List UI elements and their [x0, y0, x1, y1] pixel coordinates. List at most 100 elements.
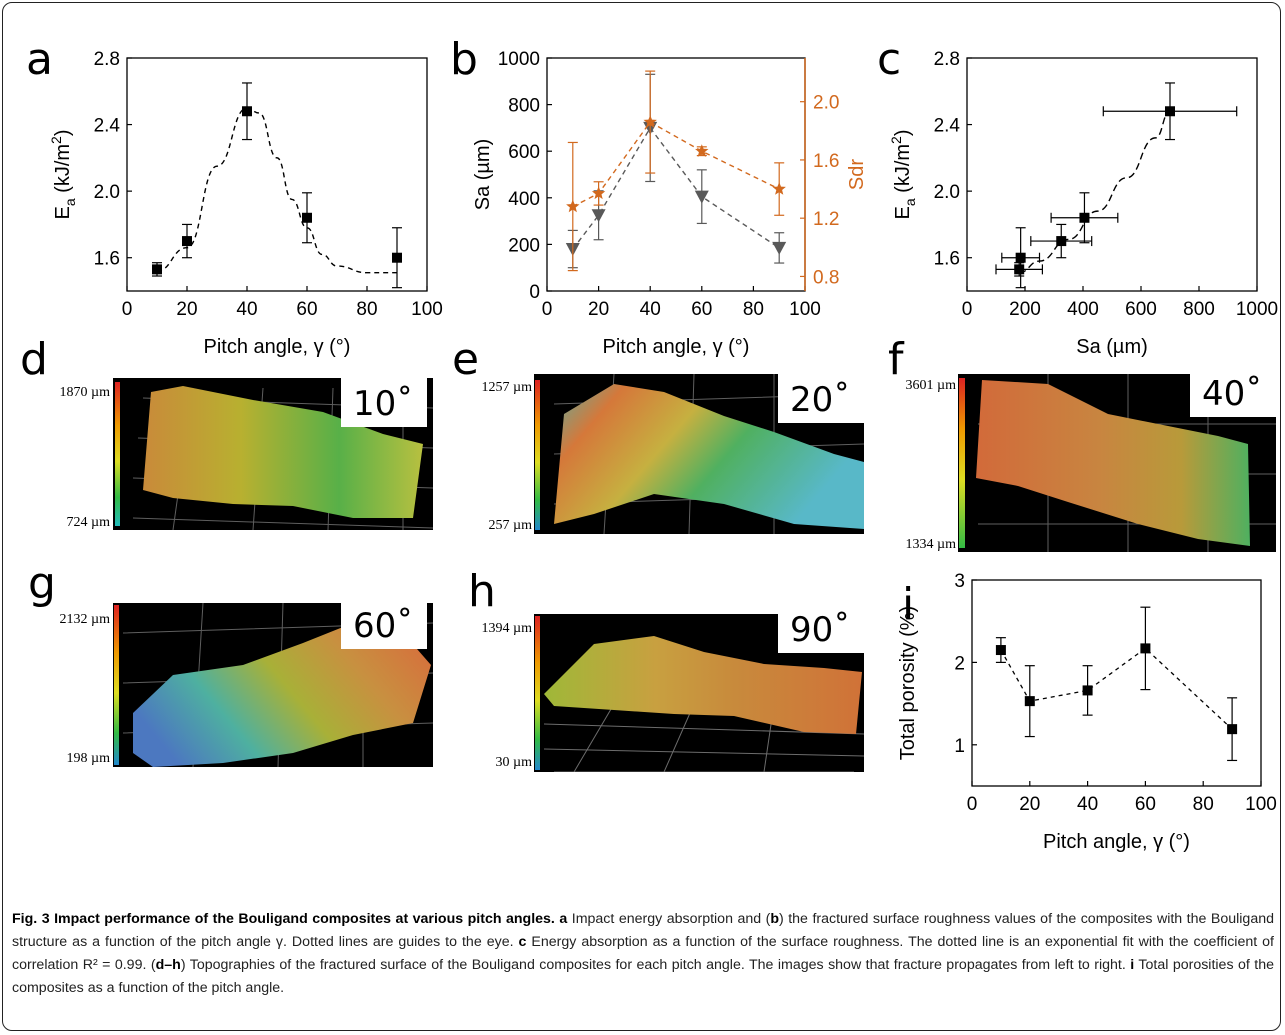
series-line-sa	[572, 126, 780, 250]
caption-panel-ref: i	[1130, 957, 1135, 973]
y-tick-label: 2.8	[94, 49, 120, 70]
caption-body: a Impact energy absorption and (b) the f…	[12, 911, 1274, 996]
y-axis-label: Ea (kJ/m2)	[48, 129, 78, 219]
panel-letter-b: b	[450, 34, 478, 85]
caption-panel-ref: d–h	[155, 957, 181, 973]
y-tick-label: 2	[954, 653, 965, 674]
fit-line	[1019, 110, 1171, 274]
x-tick-label: 40	[1077, 794, 1098, 815]
data-point	[302, 212, 312, 223]
plot-frame	[126, 57, 428, 292]
data-point	[1227, 724, 1238, 735]
x-tick-label: 60	[296, 299, 317, 320]
scale-top-label: 3601 µm	[905, 378, 956, 393]
caption-panel-ref: c	[518, 934, 527, 950]
panel-letter-c: c	[877, 34, 902, 85]
right-tick-label: 1.6	[813, 151, 839, 172]
data-point	[1056, 236, 1067, 247]
x-tick-label: 800	[1183, 299, 1215, 320]
y-label-unit: (kJ/m	[52, 144, 74, 198]
plot-frame	[971, 579, 1262, 787]
y-tick-label: 200	[508, 235, 540, 256]
scale-top-label: 1870 µm	[59, 385, 110, 400]
caption-text: ) the fractured surface roughness values…	[12, 911, 1274, 950]
pitch-angle-label: 90˚	[778, 604, 865, 653]
chart-porosity-vs-pitch: 0 20 40 60 80 100 1 2 3 Pitch angle, γ (°) Total p…	[897, 571, 1277, 853]
surface-render	[535, 374, 864, 534]
x-tick-label: 80	[356, 299, 377, 320]
pitch-angle-label: 40˚	[1190, 368, 1277, 417]
surface-render	[535, 616, 864, 772]
pitch-angle-label: 60˚	[341, 600, 428, 649]
chart-energy-vs-pitch: 0 20 40 60 80 100 1.6 2.0 2.4 2.8 Pitch angle, γ (…	[48, 49, 443, 358]
data-point	[1082, 685, 1093, 696]
x-axis-label: Pitch angle, γ (°)	[204, 336, 351, 358]
x-tick-label: 0	[542, 299, 553, 320]
plot-frame	[966, 57, 1258, 292]
x-tick-label: 0	[962, 299, 973, 320]
x-tick-label: 20	[176, 299, 197, 320]
data-point	[182, 236, 192, 247]
y-axis-label: Total porosity (%)	[897, 606, 919, 761]
x-tick-label: 40	[640, 299, 661, 320]
x-axis-label: Sa (µm)	[1076, 336, 1148, 358]
scale-top-label: 2132 µm	[59, 612, 110, 627]
topography-image	[113, 603, 433, 767]
data-point	[1024, 696, 1035, 707]
y-tick-label: 1.6	[94, 249, 120, 270]
y-tick-label: 2.8	[934, 49, 960, 70]
y-label-superscript: 2	[48, 136, 64, 144]
data-point-sdr	[643, 115, 657, 128]
panel-letter-d: d	[20, 334, 48, 385]
right-tick-label: 0.8	[813, 267, 839, 288]
y-tick-label: 1.6	[934, 249, 960, 270]
data-point-sa	[591, 209, 606, 223]
y-tick-label: 2.0	[934, 182, 960, 203]
caption-text: Total porosities of the composites as a …	[12, 957, 1274, 996]
panel-letter-a: a	[26, 34, 53, 85]
y-axis-label: Ea (kJ/m2)	[888, 129, 918, 219]
data-point-sdr	[591, 186, 606, 200]
guide-line	[1000, 647, 1233, 730]
y-tick-label: 0	[529, 282, 540, 303]
data-point	[152, 264, 162, 275]
panel-letter-h: h	[468, 566, 496, 617]
data-point-sdr	[772, 182, 786, 195]
data-point-sa	[694, 190, 709, 204]
data-point-sa	[772, 241, 787, 255]
right-tick-label: 2.0	[813, 93, 839, 114]
data-point	[1079, 212, 1090, 223]
x-tick-label: 100	[789, 299, 821, 320]
x-tick-label: 80	[1193, 794, 1214, 815]
surface-render	[959, 374, 1276, 552]
pitch-angle-label: 10˚	[341, 378, 428, 427]
pitch-angle-label: 20˚	[778, 374, 865, 423]
topography-image	[534, 614, 864, 772]
right-tick-label: 1.2	[813, 209, 839, 230]
panel-letter-f: f	[888, 334, 904, 385]
scale-top-label: 1257 µm	[481, 380, 532, 395]
x-tick-label: 0	[967, 794, 978, 815]
plot-frame	[546, 57, 806, 292]
x-tick-label: 60	[1135, 794, 1156, 815]
caption-text: Energy absorption as a function of the s…	[12, 934, 1274, 973]
x-tick-label: 20	[1019, 794, 1040, 815]
scale-bottom-label: 198 µm	[66, 751, 110, 766]
x-tick-label: 400	[1067, 299, 1099, 320]
y-tick-label: 1000	[498, 49, 540, 70]
x-tick-label: 100	[1245, 794, 1277, 815]
y-label-subscript: a	[902, 198, 918, 206]
surface-render	[115, 382, 433, 530]
y-tick-label: 600	[508, 142, 540, 163]
panel-letter-e: e	[452, 334, 480, 385]
data-point	[242, 106, 252, 117]
x-axis-label: Pitch angle, γ (°)	[1043, 831, 1190, 853]
caption-text: Impact energy absorption and (	[567, 911, 771, 927]
panel-letter-i: i	[902, 579, 915, 630]
y-label-end: )	[52, 129, 74, 136]
caption-panel-ref: b	[770, 911, 780, 927]
x-tick-label: 80	[743, 299, 764, 320]
x-tick-label: 1000	[1236, 299, 1278, 320]
scale-bottom-label: 1334 µm	[905, 537, 956, 552]
